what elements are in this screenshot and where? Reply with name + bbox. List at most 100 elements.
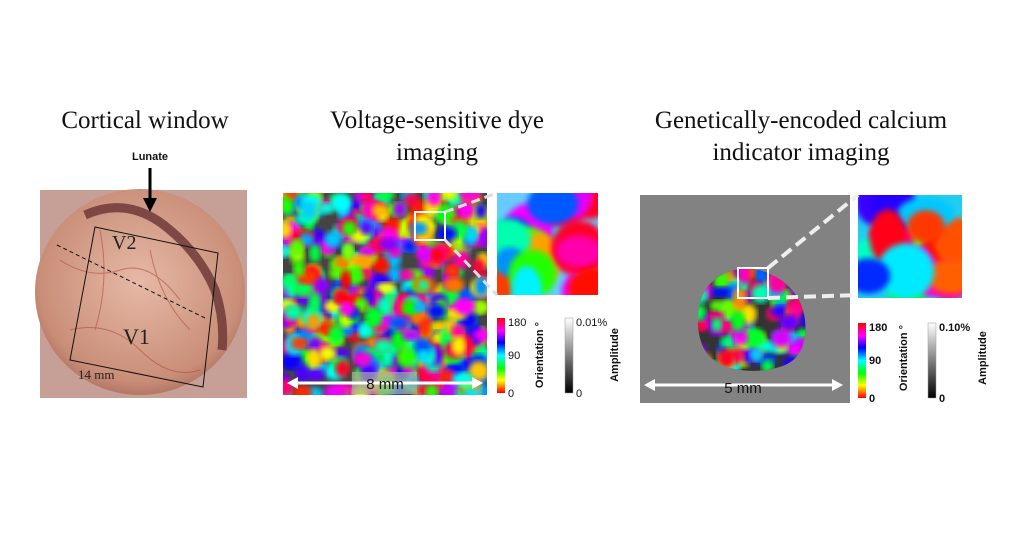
imaging-square <box>69 226 219 388</box>
map-blob <box>283 274 300 286</box>
map-blob <box>697 319 708 333</box>
label: V2 <box>112 232 136 254</box>
map-blob <box>318 202 335 214</box>
inset-blobs <box>858 195 962 298</box>
map-blob <box>335 360 351 378</box>
map-blob <box>376 297 393 316</box>
arrow-head <box>832 379 843 391</box>
map-blob <box>477 228 487 247</box>
map-blob <box>306 348 322 369</box>
colorbar <box>927 322 937 399</box>
map-blob <box>793 337 806 351</box>
map-blob <box>527 193 579 225</box>
map-blob <box>413 301 429 313</box>
tick-label: 90 <box>869 355 881 367</box>
map-blob <box>371 203 389 218</box>
map-blob <box>283 245 292 258</box>
map-blob <box>342 241 354 262</box>
map-blob <box>324 231 342 248</box>
orientation-map-blobs <box>283 193 487 395</box>
map-blob <box>463 387 481 395</box>
map-blob <box>877 243 935 298</box>
tick-label: 0 <box>939 393 945 405</box>
map-blob <box>371 256 390 273</box>
label: Lunate <box>132 151 168 163</box>
arrow-head <box>472 377 483 389</box>
map-blob <box>443 277 465 293</box>
map-blob <box>417 349 431 363</box>
map-blob <box>858 258 891 294</box>
map-blob <box>340 269 352 291</box>
tick-label: 0.10% <box>939 322 970 334</box>
colorbar-label: Amplitude <box>977 331 989 385</box>
map-blob <box>417 246 433 265</box>
map-blob <box>364 306 383 328</box>
tick-label: 0 <box>576 388 582 400</box>
zoom-line <box>767 293 859 300</box>
map-blob <box>307 312 320 332</box>
map-blob <box>430 249 444 262</box>
map-blob <box>451 336 466 356</box>
inset-blobs <box>497 193 598 295</box>
map-blob <box>425 384 439 395</box>
arrow-head <box>287 377 298 389</box>
map-blob <box>475 203 487 219</box>
map-blob <box>292 260 305 278</box>
map-blob <box>771 329 792 348</box>
tick-label: 0 <box>508 388 514 400</box>
map-blob <box>359 245 375 258</box>
map-blob <box>474 276 487 297</box>
colorbar <box>497 318 505 393</box>
map-blob <box>568 267 598 295</box>
map-blob <box>393 201 407 218</box>
map-blob <box>352 255 374 268</box>
map-blob <box>309 243 321 263</box>
map-blob <box>436 226 457 242</box>
panel-title: imaging <box>396 139 478 166</box>
map-blob <box>335 292 354 305</box>
scale-label: 14 mm <box>78 367 114 382</box>
map-blob <box>711 286 732 298</box>
zoom-box <box>737 267 769 299</box>
zoom-line <box>766 193 860 270</box>
map-blob <box>374 339 393 355</box>
map-blob <box>717 348 736 369</box>
panel-title: indicator imaging <box>712 139 890 166</box>
map-blob <box>730 310 746 332</box>
map-blob <box>283 351 303 370</box>
colorbar-label: Orientation ° <box>898 325 910 391</box>
map-blob <box>323 384 345 395</box>
map-blob <box>357 322 371 338</box>
map-blob <box>339 301 355 317</box>
map-blob <box>292 280 314 298</box>
scale-label: 5 mm <box>724 380 762 397</box>
map-blob <box>291 337 309 350</box>
map-blob <box>418 318 432 339</box>
map-blob <box>396 346 416 368</box>
map-blob <box>720 335 737 349</box>
map-blob <box>300 201 318 220</box>
colorbar <box>858 323 866 398</box>
map-blob <box>284 304 303 320</box>
zoom-line <box>444 191 498 214</box>
map-blob <box>403 193 420 207</box>
map-blob <box>473 328 487 342</box>
map-blob <box>459 193 481 202</box>
map-blob <box>375 282 396 294</box>
zoom-box <box>414 211 446 241</box>
map-blob <box>737 268 751 285</box>
map-blob <box>379 237 399 251</box>
map-blob <box>319 346 337 361</box>
map-blob <box>440 369 455 384</box>
tick-label: 180 <box>869 322 887 334</box>
map-blob <box>451 323 466 339</box>
map-blob <box>389 316 408 329</box>
map-blob <box>328 324 344 345</box>
map-blob <box>426 304 446 319</box>
map-blob <box>305 367 326 382</box>
zoom-line <box>443 238 499 297</box>
map-blob <box>778 314 799 332</box>
map-blob <box>403 239 417 254</box>
map-blob <box>709 300 724 312</box>
tick-label: 0 <box>869 393 875 405</box>
